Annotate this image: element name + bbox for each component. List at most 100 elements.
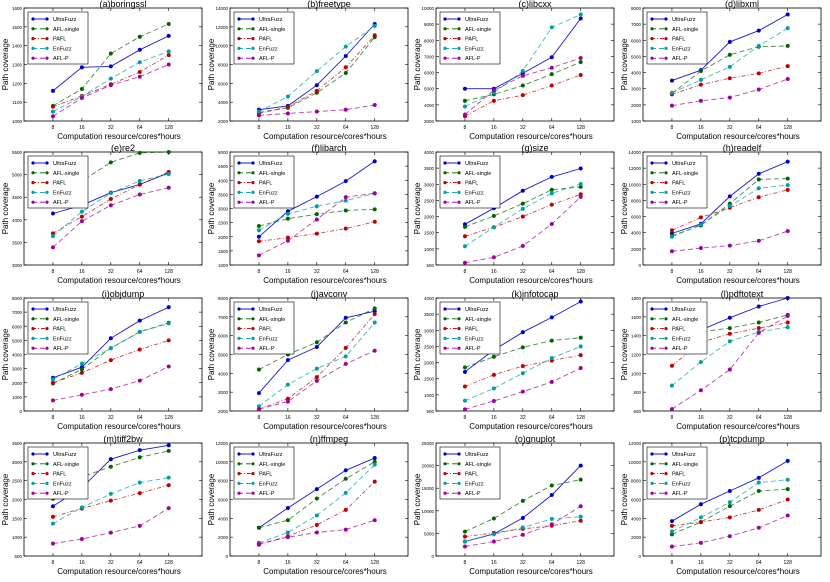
legend-box <box>233 301 295 355</box>
y-tick-label: 2500 <box>12 479 23 484</box>
data-point <box>343 107 348 112</box>
data-point <box>462 234 467 239</box>
data-point <box>50 380 55 385</box>
y-tick-label: 4000 <box>12 353 23 358</box>
legend-marker <box>251 190 255 194</box>
x-axis-label: Computation resource/cores*hours <box>676 276 800 285</box>
chart-title: (e)re2 <box>111 143 135 153</box>
y-tick-label: 1000 <box>218 263 229 268</box>
data-point <box>578 72 583 78</box>
y-tick-label: 25000 <box>421 441 434 446</box>
x-tick-label: 16 <box>698 269 704 275</box>
legend-label: AFL-single <box>259 317 285 323</box>
legend-label: EnFuzz <box>465 481 484 487</box>
data-point <box>137 178 142 183</box>
legend-label: AFL-P <box>259 56 275 62</box>
data-point <box>756 177 761 182</box>
y-tick-label: 2000 <box>631 535 642 540</box>
data-point <box>669 363 674 368</box>
y-axis-label: Path coverage <box>620 473 629 525</box>
data-point <box>669 90 674 95</box>
legend-box <box>646 301 708 355</box>
legend-box <box>646 155 708 209</box>
x-tick-label: 8 <box>52 125 55 131</box>
y-tick-label: 2500 <box>424 198 435 203</box>
y-tick-label: 1500 <box>218 249 229 254</box>
legend-marker <box>457 190 461 194</box>
data-point <box>372 33 377 38</box>
y-tick-label: 5000 <box>631 54 642 59</box>
data-point <box>372 456 377 461</box>
data-point <box>166 483 171 488</box>
data-point <box>79 95 84 101</box>
legend-marker <box>251 307 255 311</box>
data-point <box>314 217 319 222</box>
data-point <box>520 364 525 369</box>
legend-marker <box>31 452 35 456</box>
data-point <box>166 53 171 58</box>
legend-label: EnFuzz <box>53 336 72 342</box>
data-point <box>669 544 674 549</box>
legend-marker <box>457 462 461 466</box>
data-point <box>549 202 554 207</box>
legend-label: PAFL <box>672 327 685 333</box>
x-tick-label: 64 <box>137 560 143 566</box>
data-point <box>314 88 319 93</box>
y-tick-label: 0 <box>638 263 641 268</box>
data-point <box>491 386 496 391</box>
legend-marker <box>237 171 241 175</box>
legend-marker <box>45 17 49 21</box>
data-point <box>108 387 113 392</box>
series-line-pafl <box>464 520 581 538</box>
legend-marker <box>31 56 35 60</box>
data-point <box>756 507 761 512</box>
data-point <box>343 354 348 359</box>
data-point <box>108 336 113 341</box>
x-tick-label: 8 <box>671 560 674 566</box>
data-point <box>314 83 319 88</box>
legend-marker <box>650 161 654 165</box>
data-point <box>256 228 261 233</box>
data-point <box>79 536 84 542</box>
data-point <box>79 505 84 510</box>
y-tick-label: 8000 <box>424 38 435 43</box>
data-point <box>520 243 525 249</box>
subplot-l-pdftotext: (l)pdftotext 600 800 1000 1200 1400 1600 1800 8 1… <box>620 289 822 431</box>
data-point <box>578 55 583 61</box>
data-point <box>669 228 674 233</box>
data-point <box>256 391 261 396</box>
y-tick-label: 12000 <box>628 441 641 446</box>
data-point <box>108 530 113 535</box>
legend-marker <box>457 472 461 476</box>
y-tick-label: 6000 <box>218 498 229 503</box>
legend-label: AFL-P <box>465 200 481 206</box>
y-tick-label: 4000 <box>424 103 435 108</box>
y-tick-label: 9000 <box>424 22 435 27</box>
legend-box <box>439 446 501 500</box>
x-tick-label: 8 <box>464 125 467 131</box>
data-point <box>108 160 113 165</box>
legend-label: PAFL <box>53 472 66 478</box>
legend-marker <box>45 200 49 204</box>
legend-marker <box>45 171 49 175</box>
y-tick-label: 14000 <box>628 150 641 155</box>
data-point <box>256 113 261 118</box>
legend-marker <box>31 17 35 21</box>
x-tick-label: 8 <box>52 560 55 566</box>
chart-title: (o)gnuplot <box>515 434 556 444</box>
y-tick-label: 1000 <box>631 119 642 124</box>
data-point <box>108 203 113 208</box>
legend-marker <box>251 491 255 495</box>
x-tick-label: 32 <box>520 560 526 566</box>
y-tick-label: 4000 <box>218 178 229 183</box>
data-point <box>520 68 525 74</box>
y-tick-label: 3500 <box>12 441 23 446</box>
x-tick-label: 32 <box>727 415 733 421</box>
data-point <box>285 358 290 363</box>
y-axis-label: Path coverage <box>1 38 10 90</box>
data-point <box>520 330 525 335</box>
legend-label: AFL-single <box>465 462 491 468</box>
data-point <box>549 356 554 361</box>
legend-marker <box>45 317 49 321</box>
legend-label: EnFuzz <box>259 46 278 52</box>
